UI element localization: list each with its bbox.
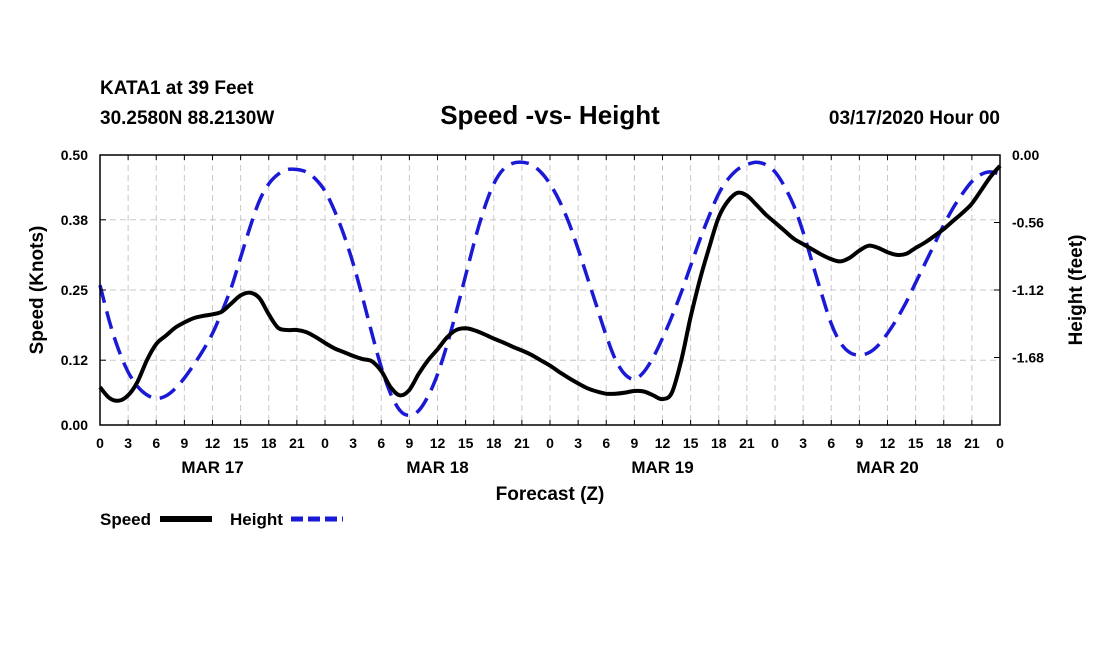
x-tick-label: 9: [180, 435, 188, 451]
chart-title: Speed -vs- Height: [440, 100, 660, 130]
x-tick-label: 6: [377, 435, 385, 451]
x-tick-label: 9: [405, 435, 413, 451]
ticks: 0 3 6 9 12 15 18 21 0 3 6 9 12 15 18 21 0 3 6 9 12 15 18 21 0 3 6 9…: [61, 147, 1044, 477]
x-tick-label: 3: [799, 435, 807, 451]
coords-label: 30.2580N 88.2130W: [100, 108, 274, 129]
y-tick-label: 0.50: [61, 147, 88, 163]
x-tick-label: 15: [908, 435, 924, 451]
y-tick-label: 0.12: [61, 352, 88, 368]
y-tick-label: 0.25: [61, 282, 88, 298]
x-tick-label: 12: [655, 435, 671, 451]
x-tick-label: 0: [546, 435, 554, 451]
x-tick-label: 18: [486, 435, 502, 451]
grid: [100, 155, 1000, 425]
y-axis-label: Speed (Knots): [27, 226, 48, 355]
x-tick-label: 3: [574, 435, 582, 451]
x-tick-label: 12: [430, 435, 446, 451]
y2-tick-label: -0.56: [1012, 215, 1044, 231]
x-tick-label: 0: [771, 435, 779, 451]
x-tick-label: 21: [739, 435, 755, 451]
x-tick-label: 6: [152, 435, 160, 451]
y-tick-label: 0.00: [61, 417, 88, 433]
x-tick-label: 21: [514, 435, 530, 451]
y2-tick-label: 0.00: [1012, 147, 1039, 163]
x-tick-label: 0: [321, 435, 329, 451]
series-group: [98, 160, 1002, 418]
day-label: MAR 18: [406, 458, 468, 477]
day-label: MAR 19: [631, 458, 693, 477]
date-label: 03/17/2020 Hour 00: [829, 108, 1000, 129]
day-label: MAR 20: [856, 458, 918, 477]
x-tick-label: 3: [124, 435, 132, 451]
x-tick-label: 18: [936, 435, 952, 451]
y-tick-label: 0.38: [61, 212, 88, 228]
y2-tick-label: -1.68: [1012, 350, 1044, 366]
legend: Speed Height: [100, 510, 343, 529]
x-tick-label: 0: [996, 435, 1004, 451]
x-axis-label: Forecast (Z): [496, 484, 605, 505]
y2-tick-label: -1.12: [1012, 282, 1044, 298]
legend-speed-label: Speed: [100, 510, 151, 529]
x-tick-label: 15: [458, 435, 474, 451]
y2-axis-label: Height (feet): [1066, 235, 1087, 346]
x-tick-label: 6: [827, 435, 835, 451]
x-tick-label: 15: [683, 435, 699, 451]
x-tick-label: 3: [349, 435, 357, 451]
x-tick-label: 18: [711, 435, 727, 451]
x-tick-label: 15: [233, 435, 249, 451]
height-series-line: [98, 160, 1001, 418]
x-tick-label: 9: [855, 435, 863, 451]
x-tick-label: 6: [602, 435, 610, 451]
legend-height-label: Height: [230, 510, 283, 529]
x-tick-label: 0: [96, 435, 104, 451]
day-label: MAR 17: [181, 458, 243, 477]
x-tick-label: 21: [964, 435, 980, 451]
station-label: KATA1 at 39 Feet: [100, 78, 254, 99]
x-tick-label: 12: [880, 435, 896, 451]
x-tick-label: 18: [261, 435, 277, 451]
x-tick-label: 12: [205, 435, 221, 451]
x-tick-label: 21: [289, 435, 305, 451]
x-tick-label: 9: [630, 435, 638, 451]
speed-series-line: [98, 164, 1002, 403]
